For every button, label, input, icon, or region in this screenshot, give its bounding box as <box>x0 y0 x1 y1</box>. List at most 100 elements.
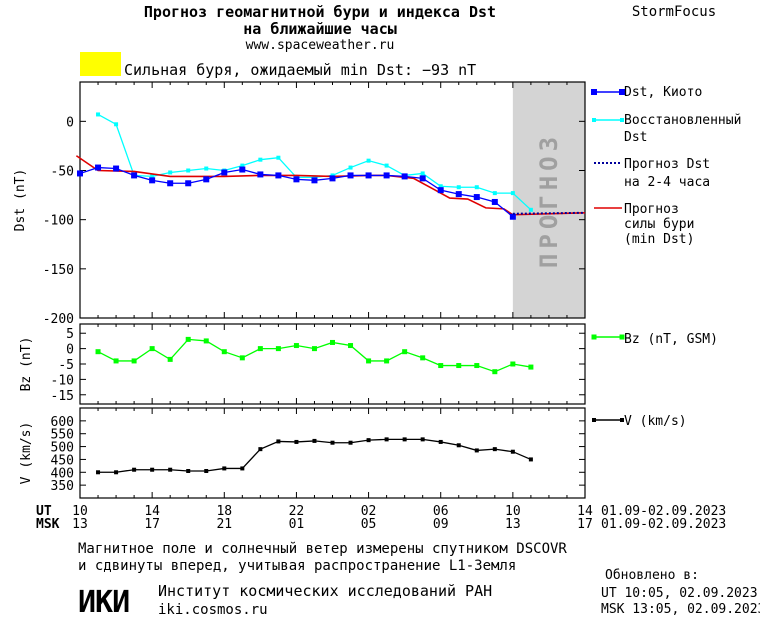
legend-v: V (km/s) <box>624 414 687 429</box>
msk-tick-label: 09 <box>433 517 449 532</box>
restored-dst-point <box>258 157 263 162</box>
dst-panel: ПРОГНОЗ 0 -50 -100 -150 -200 Dst (nT) <box>13 81 586 327</box>
dst-ytick-label: -100 <box>43 214 74 229</box>
v-point <box>420 437 425 442</box>
dst-kyoto-point <box>239 166 246 173</box>
bz-point <box>203 338 209 344</box>
bz-y-label: Bz (nT) <box>19 337 34 392</box>
dst-kyoto-point <box>419 175 426 182</box>
note-line2: и сдвинуты вперед, учитывая распростране… <box>78 558 516 574</box>
v-ytick-label: 450 <box>51 453 74 468</box>
restored-dst-point <box>474 185 479 190</box>
bz-point <box>275 346 281 352</box>
bz-ytick-label: -5 <box>58 358 74 373</box>
v-ytick-label: 550 <box>51 428 74 443</box>
dst-kyoto-point <box>95 164 102 171</box>
restored-dst-point <box>510 191 515 196</box>
ut-tick-label: 22 <box>289 504 305 519</box>
legend-storm-2: силы бури <box>624 217 694 232</box>
ut-tick-label: 06 <box>433 504 449 519</box>
restored-dst-point <box>276 155 281 160</box>
bz-point <box>221 349 227 355</box>
brand-label: StormFocus <box>632 4 716 20</box>
v-point <box>348 440 353 445</box>
bz-ytick-label: 5 <box>66 327 74 342</box>
bz-point <box>384 358 390 364</box>
dst-kyoto-point <box>437 187 444 194</box>
v-point <box>114 470 119 475</box>
dst-y-axis: 0 -50 -100 -150 -200 <box>43 82 586 327</box>
v-point <box>276 439 281 444</box>
v-y-label: V (km/s) <box>19 422 34 485</box>
v-point <box>258 447 263 452</box>
institute-name: Институт космических исследований РАН <box>158 582 492 600</box>
note-line1: Магнитное поле и солнечный ветер измерен… <box>78 541 567 557</box>
dst-kyoto-point <box>275 172 282 179</box>
dst-kyoto-point <box>185 180 192 187</box>
dst-kyoto-point <box>509 213 516 220</box>
dst-kyoto-point <box>77 170 83 177</box>
bz-ytick-label: -10 <box>51 373 74 388</box>
v-point <box>510 449 515 454</box>
legend-restored-1: Восстановленный <box>624 113 741 128</box>
bz-plot-frame <box>79 323 586 405</box>
v-ytick-label: 350 <box>51 479 74 494</box>
storm-label: Сильная буря, ожидаемый min Dst: −93 nT <box>124 61 476 79</box>
legend-swatch-restored <box>592 118 624 122</box>
bz-point <box>293 343 299 349</box>
bz-point <box>366 358 372 364</box>
v-point <box>366 438 371 443</box>
bz-point <box>474 363 480 369</box>
leg-v-mark <box>592 418 596 422</box>
updated-msk: MSK 13:05, 02.09.2023 <box>601 602 760 617</box>
title-line2: на ближайшие часы <box>243 20 397 38</box>
bz-point <box>492 369 498 375</box>
v-point <box>186 469 191 473</box>
msk-tick-label: 21 <box>216 517 232 532</box>
v-point <box>474 448 479 453</box>
bz-point <box>456 363 462 369</box>
bz-series <box>95 336 534 375</box>
bz-ytick-label: -15 <box>51 389 74 404</box>
dst-kyoto-point <box>221 169 228 176</box>
dst-ytick-label: -200 <box>43 312 74 327</box>
v-point <box>294 439 299 444</box>
leg-bz-mark <box>619 334 625 340</box>
v-plot-frame <box>79 407 586 499</box>
site-url[interactable]: www.spaceweather.ru <box>246 38 395 53</box>
ut-tick-label: 10 <box>72 504 88 519</box>
ut-tick-label: 02 <box>361 504 377 519</box>
bz-point <box>149 346 155 352</box>
bz-ytick-label: 0 <box>66 343 74 358</box>
ut-tick-label: 18 <box>216 504 232 519</box>
bz-point <box>131 358 137 364</box>
updated-label: Обновлено в: <box>605 568 699 583</box>
bz-y-axis: 50-5-10-15 <box>51 324 586 404</box>
msk-tick-label: 05 <box>361 517 377 532</box>
dst-ytick-label: 0 <box>66 115 74 130</box>
restored-dst-point <box>186 168 191 173</box>
dst-kyoto-point <box>131 172 138 179</box>
bz-point <box>420 355 426 361</box>
bz-point <box>113 358 119 364</box>
msk-range: 01.09-02.09.2023 <box>601 517 726 532</box>
bz-point <box>167 356 173 362</box>
dst-y-label: Dst (nT) <box>13 169 28 232</box>
v-point <box>168 467 173 472</box>
restored-dst-point <box>168 170 173 175</box>
storm-forecast-line <box>75 155 586 216</box>
bz-point <box>348 343 354 349</box>
bz-point <box>257 346 263 352</box>
institute-site[interactable]: iki.cosmos.ru <box>158 602 268 618</box>
restored-dst-point <box>456 185 461 190</box>
legend-forecast-1: Прогноз Dst <box>624 157 710 172</box>
bz-line <box>97 338 532 373</box>
v-point <box>96 470 101 475</box>
legend-swatch-bz <box>591 334 625 340</box>
bz-point <box>510 361 516 367</box>
dst-ytick-label: -150 <box>43 263 74 278</box>
dst-kyoto-point <box>149 177 156 184</box>
legend-storm-1: Прогноз <box>624 202 679 217</box>
